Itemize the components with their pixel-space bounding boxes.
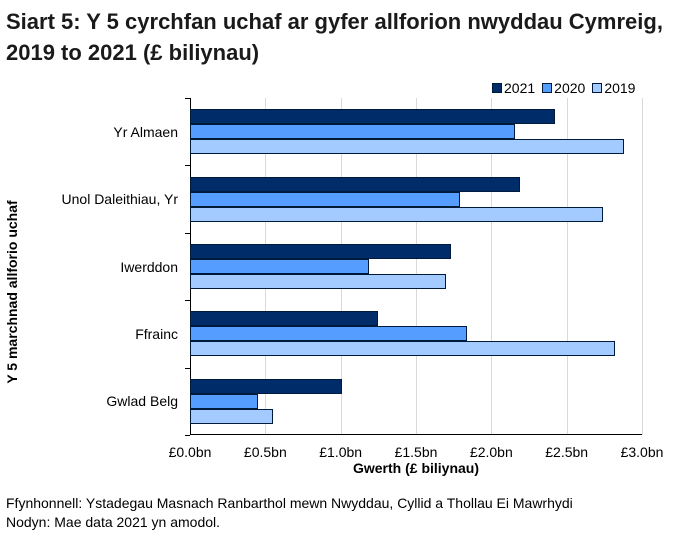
x-tick-label: £0.0bn: [168, 444, 212, 460]
bar-2019: [190, 139, 624, 154]
legend-swatch: [542, 83, 553, 93]
category-label: Unol Daleithiau, Yr: [61, 191, 178, 208]
bar-2019: [190, 274, 446, 289]
category-tick: [185, 368, 190, 369]
legend-item-2020: 2020: [542, 80, 585, 96]
category-tick: [185, 300, 190, 301]
gridline: [416, 98, 417, 435]
gridline: [642, 98, 643, 435]
chart-footer: Ffynhonnell: Ystadegau Masnach Ranbartho…: [6, 494, 573, 532]
x-tick-label: £2.5bn: [545, 444, 589, 460]
category-label: Yr Almaen: [113, 123, 178, 140]
legend-item-2019: 2019: [592, 80, 635, 96]
legend-swatch: [592, 83, 603, 93]
bar-2020: [190, 326, 467, 341]
bar-2020: [190, 259, 369, 274]
legend-label: 2020: [554, 80, 586, 96]
chart-title: Siart 5: Y 5 cyrchfan uchaf ar gyfer all…: [6, 9, 663, 65]
legend-item-2021: 2021: [492, 80, 535, 96]
category-label: Gwlad Belg: [106, 393, 178, 410]
category-label: Ffrainc: [135, 325, 178, 342]
legend-swatch: [492, 83, 502, 93]
category-tick: [185, 233, 190, 234]
category-label: Iwerddon: [120, 258, 178, 275]
y-axis-title: Y 5 marchnad allforio uchaf: [4, 200, 20, 384]
x-tick-label: £3.0bn: [620, 444, 664, 460]
bar-2019: [190, 207, 603, 222]
plot-area: [185, 98, 643, 436]
x-tick-label: £0.5bn: [243, 444, 287, 460]
x-axis-line: [190, 434, 642, 435]
x-tick-label: £1.5bn: [394, 444, 438, 460]
bar-2020: [190, 394, 258, 409]
bar-2021: [190, 109, 555, 124]
bar-2021: [190, 244, 451, 259]
legend-label: 2019: [604, 80, 636, 96]
bar-2021: [190, 177, 520, 192]
source-note: Ffynhonnell: Ystadegau Masnach Ranbartho…: [6, 495, 573, 511]
bar-2020: [190, 124, 515, 139]
data-note: Nodyn: Mae data 2021 yn amodol.: [6, 514, 221, 530]
gridline: [491, 98, 492, 435]
bar-2021: [190, 379, 342, 394]
category-tick: [185, 435, 190, 436]
bar-2020: [190, 192, 460, 207]
chart-legend: 2021 2020 2019: [492, 80, 642, 96]
x-tick-label: £1.0bn: [319, 444, 363, 460]
bar-2019: [190, 341, 615, 356]
category-tick: [185, 98, 190, 99]
category-tick: [185, 165, 190, 166]
legend-label: 2021: [504, 80, 536, 96]
x-axis-title: Gwerth (£ biliynau): [352, 460, 480, 476]
gridline: [567, 98, 568, 435]
bar-2019: [190, 409, 273, 424]
bar-2021: [190, 311, 378, 326]
x-tick-label: £2.0bn: [469, 444, 513, 460]
